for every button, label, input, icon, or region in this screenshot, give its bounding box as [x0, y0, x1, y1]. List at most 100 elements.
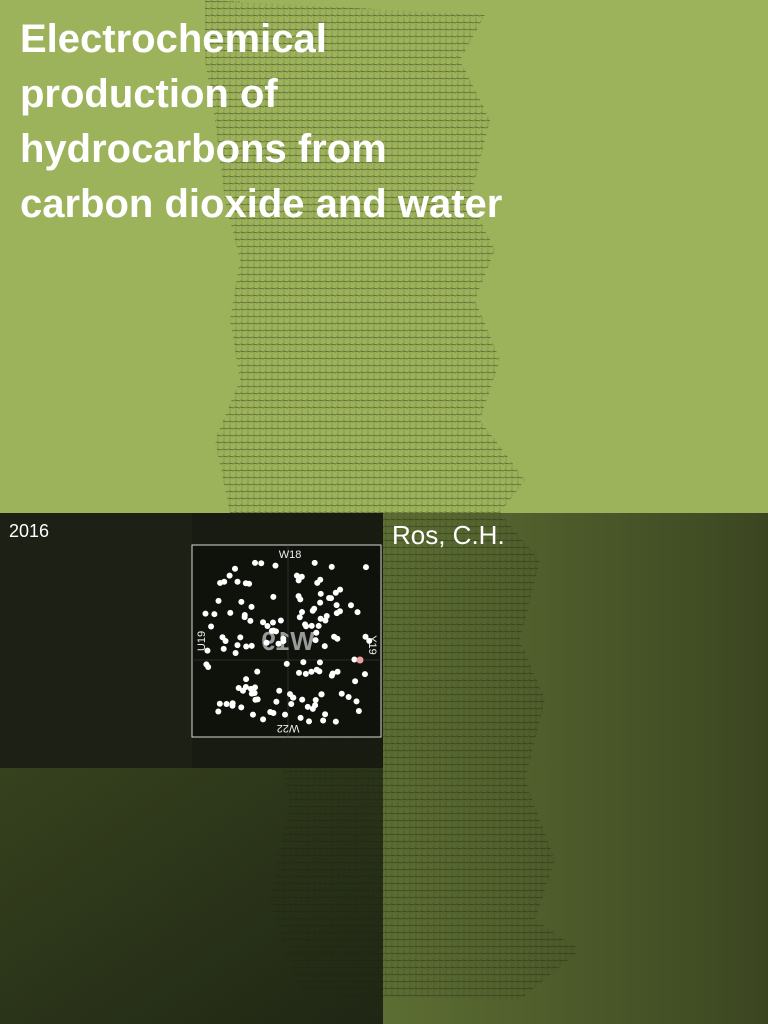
- title-line: hydrocarbons from: [20, 127, 387, 171]
- dot: [216, 700, 223, 707]
- dot: [303, 623, 310, 630]
- dot: [247, 617, 254, 624]
- dot: [332, 718, 339, 725]
- dot: [314, 579, 321, 586]
- dot: [302, 670, 309, 677]
- dot: [237, 634, 244, 641]
- dot: [275, 640, 282, 647]
- dot: [202, 610, 209, 617]
- dot: [221, 578, 228, 585]
- dot: [235, 685, 242, 692]
- highlight-dot: [356, 656, 364, 664]
- dot: [276, 687, 283, 694]
- dot: [220, 645, 227, 652]
- dot: [328, 563, 335, 570]
- dot: [238, 704, 245, 711]
- dot: [299, 609, 306, 616]
- map: W18 U19 Y19 W22 W19: [191, 544, 382, 738]
- dot: [248, 642, 255, 649]
- dot: [270, 593, 277, 600]
- dot: [295, 577, 302, 584]
- dot: [317, 590, 324, 597]
- dot: [312, 696, 319, 703]
- dot: [272, 562, 279, 569]
- dot: [351, 656, 358, 663]
- dot: [241, 614, 248, 621]
- title: Electrochemical production of hydrocarbo…: [20, 12, 502, 232]
- dot: [332, 589, 339, 596]
- dot: [288, 700, 295, 707]
- dot: [316, 668, 323, 675]
- dot: [308, 622, 315, 629]
- dot: [254, 668, 261, 675]
- year: 2016: [9, 521, 50, 541]
- dot: [304, 703, 311, 710]
- dot: [267, 708, 274, 715]
- dot: [322, 617, 329, 624]
- dot: [333, 602, 340, 609]
- dot: [320, 717, 327, 724]
- dot: [260, 619, 267, 626]
- map-label: U19: [196, 631, 208, 651]
- dot: [296, 614, 303, 621]
- dot: [338, 690, 345, 697]
- dot: [226, 572, 233, 579]
- dot: [305, 718, 312, 725]
- map-label: W18: [279, 549, 302, 561]
- title-line: Electrochemical: [20, 17, 327, 61]
- dot: [280, 638, 287, 645]
- dot: [295, 669, 302, 676]
- dot: [295, 593, 302, 600]
- dot: [297, 714, 304, 721]
- dot: [254, 696, 261, 703]
- dot: [353, 698, 360, 705]
- dot: [215, 597, 222, 604]
- dot: [283, 660, 290, 667]
- dot: [258, 560, 265, 567]
- dot: [211, 611, 218, 618]
- dot: [208, 623, 215, 630]
- dot: [269, 619, 276, 626]
- dot: [273, 628, 280, 635]
- dot: [312, 702, 319, 709]
- dot: [366, 637, 373, 644]
- texture-ribbon: [205, 0, 580, 1000]
- dot: [223, 700, 230, 707]
- dot: [252, 559, 259, 566]
- dot: [361, 671, 368, 678]
- dot: [287, 691, 294, 698]
- dot: [311, 559, 318, 566]
- dot: [322, 711, 329, 718]
- dot: [345, 694, 352, 701]
- dot: [311, 605, 318, 612]
- dot: [362, 564, 369, 571]
- dot: [347, 602, 354, 609]
- dot: [355, 707, 362, 714]
- dot: [234, 642, 241, 649]
- dot: [323, 613, 330, 620]
- dot: [317, 615, 324, 622]
- dot: [299, 696, 306, 703]
- dot: [227, 609, 234, 616]
- dot: [205, 663, 212, 670]
- dot: [243, 676, 250, 683]
- dots: [202, 559, 373, 725]
- dot: [231, 565, 238, 572]
- dot: [246, 580, 253, 587]
- dot: [318, 691, 325, 698]
- dot: [277, 617, 284, 624]
- dot: [334, 668, 341, 675]
- dot: [264, 623, 271, 630]
- dot: [232, 650, 239, 657]
- dot: [300, 659, 307, 666]
- dot: [313, 629, 320, 636]
- dot: [260, 716, 267, 723]
- dot: [316, 659, 323, 666]
- dot: [273, 698, 280, 705]
- dot: [248, 690, 255, 697]
- dot: [352, 678, 359, 685]
- dot: [242, 683, 249, 690]
- dot: [321, 643, 328, 650]
- dot: [354, 609, 361, 616]
